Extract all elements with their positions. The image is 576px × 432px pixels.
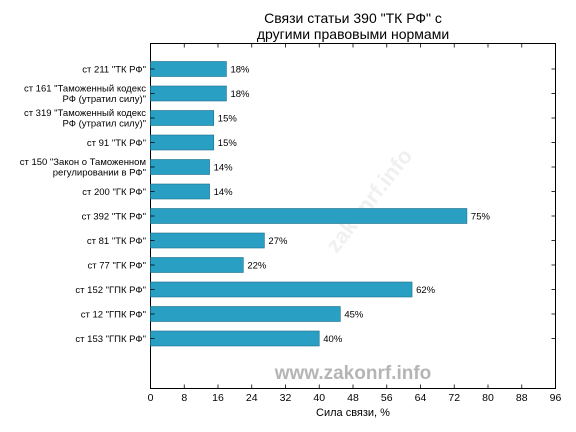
bar-value-label: 62%	[416, 285, 436, 296]
x-tick-label: 48	[347, 392, 359, 404]
x-tick-label: 0	[148, 392, 154, 404]
bar-group: 18% 18% 15% 15% 14% 14% 75% 27% 22% 62% 45% 40%	[150, 61, 491, 347]
x-tick-label: 56	[381, 392, 393, 404]
bar-value-label: 18%	[230, 65, 250, 76]
x-tick-label: 32	[280, 392, 292, 404]
category-label-line: ст 150 "Закон о Таможенном	[20, 157, 146, 168]
x-tick-label: 72	[448, 392, 460, 404]
x-tick-label: 88	[516, 392, 528, 404]
category-label: ст 319 "Таможенный кодекс РФ (утратил сил…	[24, 108, 146, 130]
bar	[150, 159, 210, 175]
x-tick-label: 96	[550, 392, 562, 404]
bar	[150, 183, 210, 200]
bar	[150, 257, 244, 273]
category-label: ст 77 "ГК РФ"	[88, 260, 146, 271]
x-tick-label: 24	[246, 392, 258, 404]
category-label: ст 161 "Таможенный кодекс РФ (утратил сил…	[24, 84, 146, 106]
bar-value-label: 40%	[323, 334, 343, 345]
bar	[150, 85, 227, 102]
category-label-line: ст 153 "ГПК РФ"	[75, 334, 146, 345]
chart-title-line-1: Связи статьи 390 "ТК РФ" с	[264, 10, 442, 26]
category-label: ст 81 "ТК РФ"	[87, 236, 146, 247]
category-label-line: ст 200 "ГК РФ"	[82, 187, 146, 198]
category-label: ст 200 "ГК РФ"	[82, 187, 146, 198]
x-tick-label: 40	[313, 392, 325, 404]
bar	[150, 232, 265, 249]
chart-title-line-2: другими правовыми нормами	[257, 26, 449, 42]
x-tick-label: 16	[212, 392, 224, 404]
category-labels: ст 211 "ТК РФ"ст 161 "Таможенный кодекс Р…	[20, 64, 556, 345]
category-label-line: регулировании в РФ"	[53, 168, 146, 179]
bar	[150, 306, 341, 322]
x-tick-label: 64	[415, 392, 427, 404]
category-label-line: ст 81 "ТК РФ"	[87, 236, 146, 247]
bar-value-label: 18%	[230, 89, 250, 100]
category-label: ст 91 "ТК РФ"	[87, 138, 146, 149]
bar-value-label: 75%	[471, 212, 491, 223]
category-label: ст 12 "ГПК РФ"	[81, 309, 146, 320]
category-label-line: ст 211 "ТК РФ"	[82, 64, 146, 75]
category-label-line: ст 161 "Таможенный кодекс	[24, 84, 146, 95]
category-label-line: ст 12 "ГПК РФ"	[81, 309, 146, 320]
category-label-line: ст 152 "ГПК РФ"	[75, 285, 146, 296]
bar	[150, 61, 227, 77]
bar-value-label: 22%	[247, 261, 267, 272]
diagonal-watermark-text: zakonrf.info	[321, 144, 417, 258]
category-label: ст 152 "ГПК РФ"	[75, 285, 146, 296]
bar	[150, 330, 320, 347]
diagonal-watermark: zakonrf.info	[321, 144, 417, 258]
category-label: ст 150 "Закон о Таможенном регулировании …	[20, 157, 146, 179]
category-label-line: ст 392 "ТК РФ"	[82, 211, 146, 222]
bar	[150, 208, 468, 224]
watermark-text: www.zakonrf.info	[274, 363, 432, 384]
bar-value-label: 15%	[218, 138, 238, 149]
x-tick-label: 80	[482, 392, 494, 404]
x-axis-label: Сила связи, %	[316, 407, 390, 419]
category-label-line: РФ (утратил силу)"	[63, 94, 146, 105]
bar-value-label: 45%	[344, 310, 364, 321]
category-label-line: ст 319 "Таможенный кодекс	[24, 108, 146, 119]
bar	[150, 281, 413, 298]
category-label-line: РФ (утратил силу)"	[63, 119, 146, 130]
category-label-line: ст 77 "ГК РФ"	[88, 260, 146, 271]
bar-value-label: 14%	[214, 187, 234, 198]
category-label-line: ст 91 "ТК РФ"	[87, 138, 146, 149]
bar	[150, 134, 215, 151]
bar-value-label: 27%	[268, 236, 288, 247]
bar-value-label: 15%	[218, 114, 238, 125]
category-label: ст 153 "ГПК РФ"	[75, 334, 146, 345]
bar	[150, 110, 215, 126]
bar-value-label: 14%	[214, 163, 234, 174]
category-label: ст 392 "ТК РФ"	[82, 211, 146, 222]
x-axis: 0 8 16 24 32 40 48 56 64 72 80 88 96	[148, 43, 562, 404]
x-tick-label: 8	[181, 392, 187, 404]
category-label: ст 211 "ТК РФ"	[82, 64, 146, 75]
